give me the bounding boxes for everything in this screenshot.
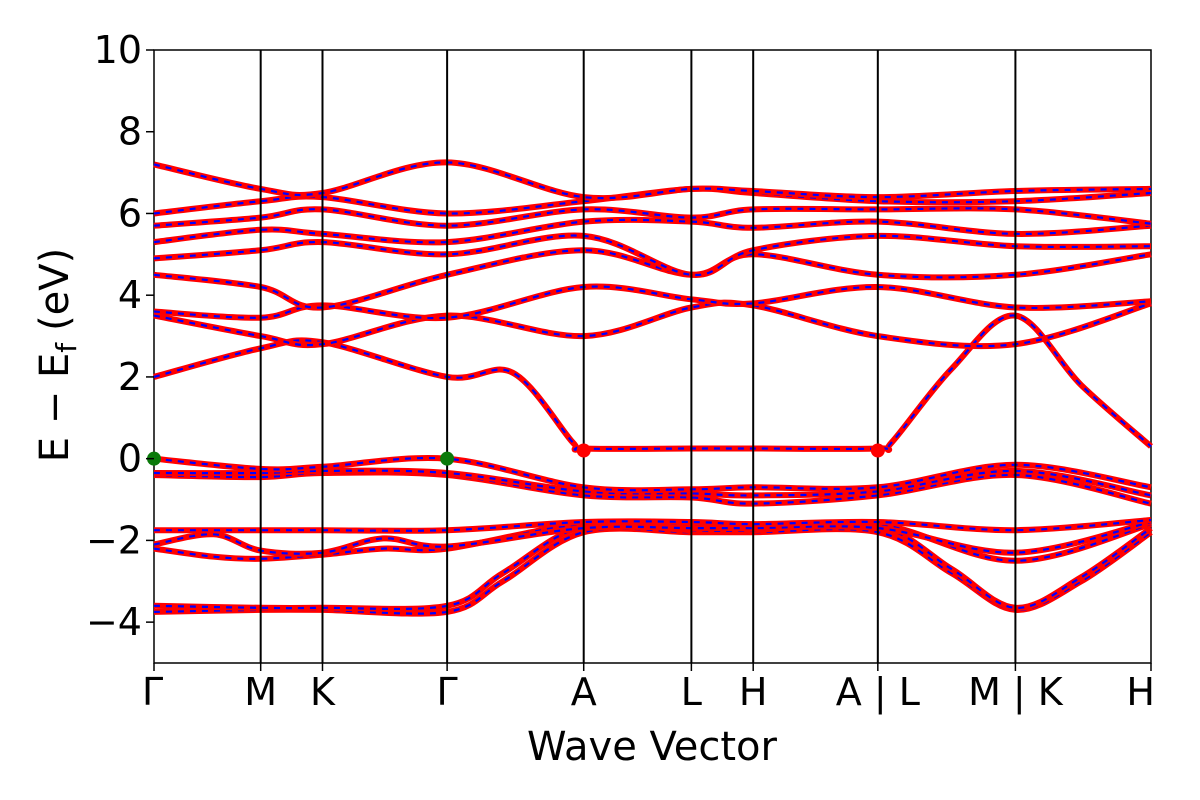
y-axis-title-subscript: f bbox=[50, 342, 83, 353]
x-tick-label: K bbox=[310, 670, 336, 714]
y-tick-label: 6 bbox=[118, 191, 142, 235]
y-tick-label: 0 bbox=[118, 437, 142, 481]
y-tick-label: 4 bbox=[118, 273, 142, 317]
y-axis-title-unit: (eV) bbox=[32, 248, 78, 331]
y-axis: −4 −2 0 2 4 6 8 10 bbox=[86, 28, 154, 644]
x-tick-label: L bbox=[681, 670, 702, 714]
band-line-dashed-13 bbox=[153, 218, 1152, 244]
band-line-dashed-9 bbox=[153, 301, 1152, 348]
band-line-8 bbox=[153, 312, 1153, 453]
y-tick-label: −2 bbox=[86, 518, 142, 562]
x-axis-title: Wave Vector bbox=[527, 724, 778, 770]
band-line-1 bbox=[153, 519, 1153, 612]
bands bbox=[153, 159, 1153, 617]
y-tick-label: 10 bbox=[94, 28, 142, 72]
plot-area bbox=[153, 49, 1152, 664]
y-tick-label: 2 bbox=[118, 355, 142, 399]
plot-frame bbox=[153, 49, 1152, 664]
y-tick-label: 8 bbox=[118, 110, 142, 154]
k-point-lines bbox=[259, 50, 1017, 663]
band-line-12 bbox=[153, 232, 1152, 278]
marker-point bbox=[870, 443, 885, 458]
svg-text:E − Ef(eV): E − Ef (eV) bbox=[32, 248, 83, 463]
x-tick-label: Γ bbox=[437, 670, 458, 714]
band-line-dashed-14 bbox=[153, 207, 1152, 227]
band-line-dashed-11 bbox=[153, 249, 1152, 309]
marker-point bbox=[576, 443, 591, 458]
band-line-dashed-4 bbox=[153, 518, 1152, 532]
y-axis-title-main: E − E bbox=[32, 353, 78, 463]
band-line-dashed-8 bbox=[153, 314, 1152, 452]
band-line-dashed-3 bbox=[153, 520, 1152, 555]
x-tick-label: Γ bbox=[142, 670, 163, 714]
band-line-dashed-16 bbox=[153, 161, 1152, 200]
marker-point bbox=[440, 451, 455, 466]
band-line-dashed-1 bbox=[153, 521, 1152, 611]
band-line-dashed-7 bbox=[153, 456, 1152, 492]
x-tick-label: H bbox=[1126, 670, 1155, 714]
markers bbox=[147, 443, 885, 466]
x-tick-label: A | L bbox=[836, 670, 920, 715]
x-tick-label: M bbox=[244, 670, 277, 714]
band-line-dashed-10 bbox=[153, 285, 1152, 320]
band-line-16 bbox=[153, 159, 1152, 202]
x-tick-label: H bbox=[739, 670, 768, 714]
band-line-10 bbox=[153, 283, 1152, 322]
x-tick-label: A bbox=[571, 670, 597, 714]
y-tick-label: −4 bbox=[86, 600, 142, 644]
band-line-13 bbox=[153, 216, 1152, 246]
x-tick-label: M | K bbox=[968, 670, 1064, 715]
y-axis-title: E − Ef (eV) bbox=[32, 248, 83, 463]
